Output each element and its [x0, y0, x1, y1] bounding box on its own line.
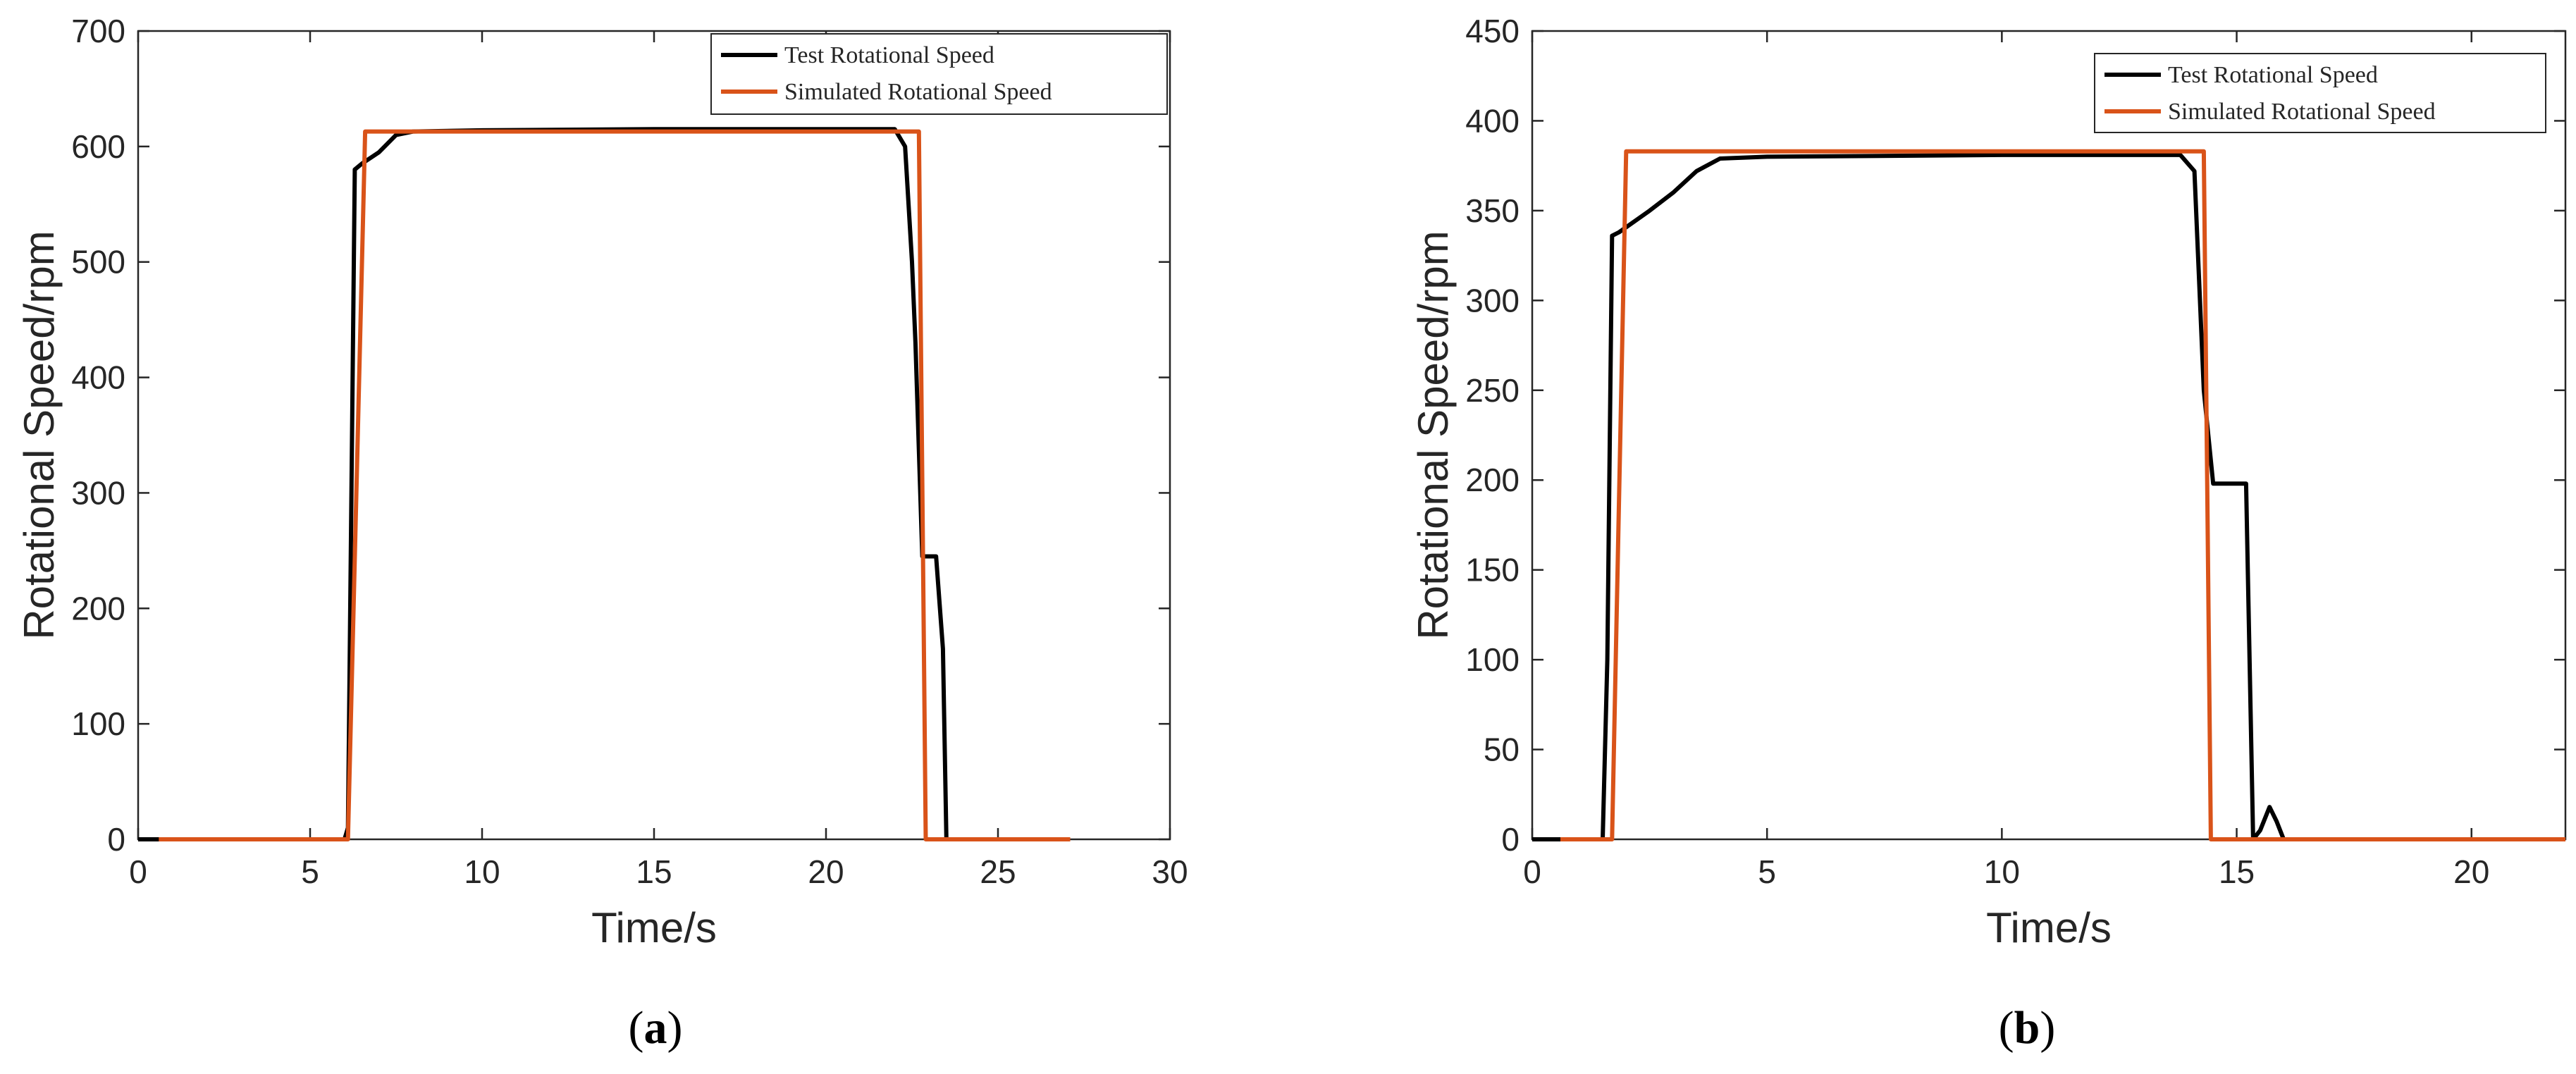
y-axis-label: Rotational Speed/rpm [16, 230, 63, 639]
y-axis-ticks: 0 50 100 150 200 250 300 350 400 450 [1465, 13, 2565, 858]
x-tick-label: 10 [1984, 853, 2020, 890]
y-tick-label: 50 [1484, 732, 1520, 768]
y-tick-label: 300 [71, 474, 125, 511]
panel-letter: a [644, 1002, 667, 1054]
legend-box [2094, 53, 2546, 133]
x-tick-label: 0 [1523, 853, 1541, 890]
legend: Test Rotational Speed Simulated Rotation… [710, 33, 1168, 115]
test-speed-line [1532, 152, 2565, 841]
legend-label-simulated: Simulated Rotational Speed [2168, 99, 2436, 125]
chart-panel-a: 0 100 200 300 400 500 600 700 0 5 10 15 20 25 30 Time… [16, 13, 1188, 1054]
x-tick-label: 30 [1152, 853, 1188, 890]
y-tick-label: 0 [107, 821, 125, 858]
x-tick-label: 10 [464, 853, 500, 890]
simulated-speed-line [1560, 149, 2565, 841]
legend-label-test: Test Rotational Speed [2168, 62, 2378, 88]
y-tick-label: 200 [71, 590, 125, 626]
y-tick-label: 400 [1465, 102, 1520, 139]
x-tick-label: 20 [2453, 853, 2489, 890]
x-tick-label: 15 [636, 853, 672, 890]
y-tick-label: 400 [71, 359, 125, 396]
x-axis-label: Time/s [1986, 904, 2112, 951]
legend: Test Rotational Speed Simulated Rotation… [2094, 53, 2546, 133]
y-axis-ticks: 0 100 200 300 400 500 600 700 [71, 13, 1170, 858]
y-tick-label: 100 [71, 705, 125, 742]
y-tick-label: 100 [1465, 641, 1520, 678]
series-lines [138, 127, 1071, 841]
y-tick-label: 500 [71, 244, 125, 280]
y-tick-label: 0 [1501, 821, 1520, 858]
y-tick-label: 700 [71, 13, 125, 49]
x-axis-ticks: 0 5 10 15 20 25 30 [129, 31, 1188, 890]
y-tick-label: 150 [1465, 552, 1520, 588]
y-tick-label: 300 [1465, 282, 1520, 319]
y-tick-label: 350 [1465, 192, 1520, 229]
x-tick-label: 5 [301, 853, 319, 890]
legend-label-simulated: Simulated Rotational Speed [784, 79, 1052, 105]
x-tick-label: 15 [2219, 853, 2255, 890]
y-axis-label: Rotational Speed/rpm [1410, 230, 1457, 639]
plot-area-frame [137, 30, 1171, 841]
y-tick-label: 200 [1465, 462, 1520, 498]
panel-caption-a: (a) [629, 1002, 683, 1054]
simulated-speed-line [159, 129, 1071, 841]
x-tick-label: 25 [980, 853, 1016, 890]
x-tick-label: 0 [129, 853, 147, 890]
panel-letter: b [2014, 1002, 2040, 1054]
series-lines [1532, 149, 2565, 841]
x-tick-label: 5 [1758, 853, 1776, 890]
chart-panel-b: 0 50 100 150 200 250 300 350 400 450 0 5 10 15 20 Tim… [1410, 13, 2567, 1054]
panel-caption-b: (b) [1999, 1002, 2056, 1054]
y-tick-label: 250 [1465, 372, 1520, 409]
legend-label-test: Test Rotational Speed [784, 42, 994, 68]
x-axis-label: Time/s [591, 904, 717, 951]
x-tick-label: 20 [808, 853, 844, 890]
y-tick-label: 600 [71, 128, 125, 165]
legend-box [710, 33, 1168, 115]
y-tick-label: 450 [1465, 13, 1520, 49]
